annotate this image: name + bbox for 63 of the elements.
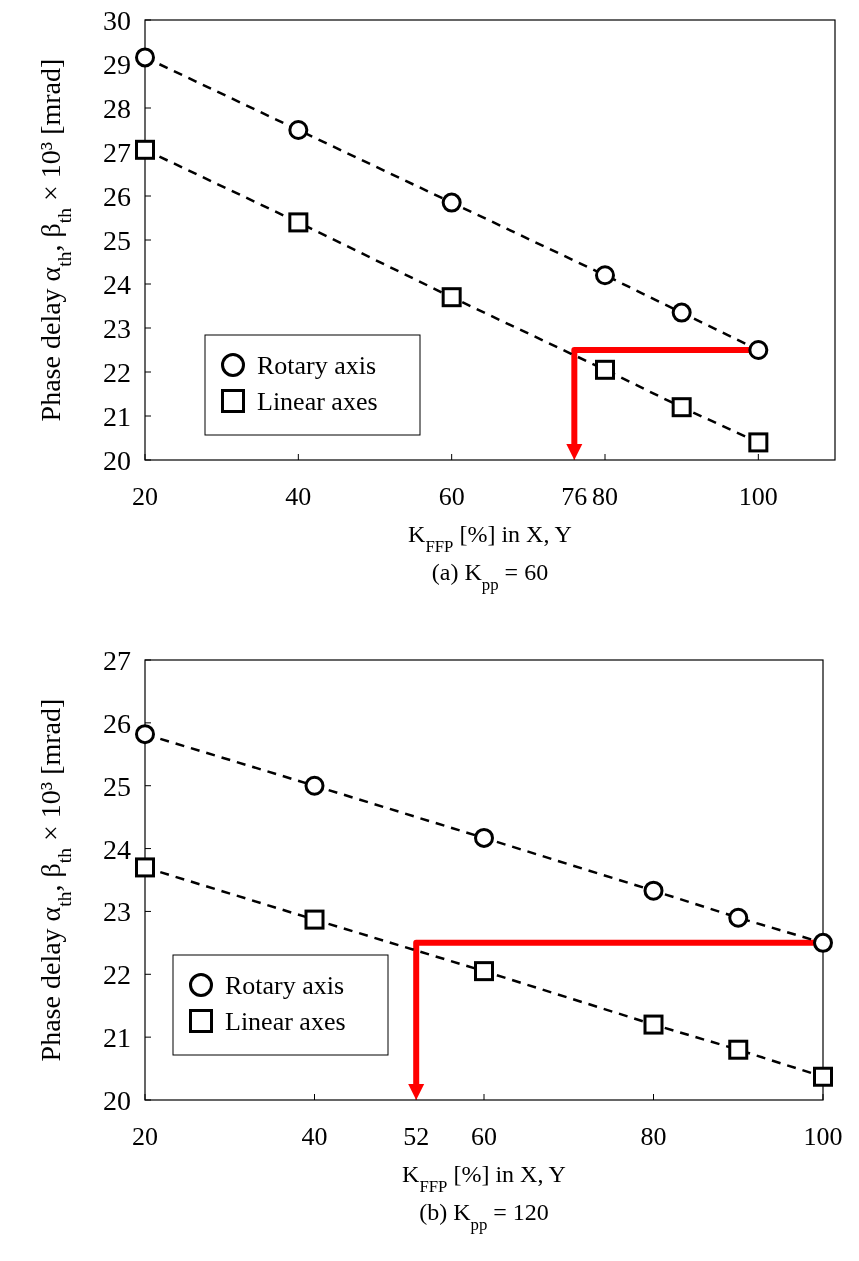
legend-label: Rotary axis bbox=[225, 971, 345, 1000]
y-tick-label: 27 bbox=[103, 137, 131, 168]
text: (a) K$_{pp}$ = 60 bbox=[431, 559, 549, 594]
point bbox=[595, 265, 615, 286]
y-tick-label: 28 bbox=[103, 93, 131, 124]
point bbox=[748, 340, 769, 360]
point bbox=[643, 1014, 664, 1035]
point bbox=[474, 961, 494, 982]
y-tick-label: 24 bbox=[103, 833, 131, 865]
point bbox=[304, 775, 325, 796]
y-tick-label: 20 bbox=[103, 1085, 131, 1116]
point bbox=[474, 827, 494, 848]
legend-label: Linear axes bbox=[257, 387, 378, 416]
y-tick-label: 21 bbox=[103, 401, 131, 432]
point bbox=[288, 120, 309, 140]
point bbox=[441, 192, 462, 213]
x-tick-label: 60 bbox=[438, 482, 465, 511]
y-tick-label: 21 bbox=[103, 1022, 131, 1054]
x-axis-title: K$_{FFP}$ [%] in X, Y bbox=[408, 521, 572, 556]
y-tick-label: 25 bbox=[103, 225, 131, 256]
point bbox=[595, 359, 615, 380]
y-tick-label: 24 bbox=[103, 269, 131, 300]
y-tick-label: 20 bbox=[103, 445, 131, 476]
point bbox=[813, 1066, 833, 1087]
legend-label: Linear axes bbox=[225, 1007, 346, 1036]
point bbox=[304, 909, 325, 930]
x-tick-label: 20 bbox=[132, 1122, 158, 1151]
point bbox=[728, 907, 749, 928]
x-tick-label: 76 bbox=[561, 482, 588, 511]
y-tick-label: 26 bbox=[103, 707, 131, 739]
point bbox=[671, 302, 692, 323]
x-tick-label: 40 bbox=[285, 482, 312, 511]
y-tick-label: 23 bbox=[103, 896, 131, 928]
y-tick-label: 22 bbox=[103, 959, 131, 991]
y-tick-label: 26 bbox=[103, 181, 131, 212]
point bbox=[748, 432, 769, 453]
legend-label: Rotary axis bbox=[257, 351, 377, 380]
x-tick-label: 100 bbox=[738, 482, 778, 511]
x-tick-label: 52 bbox=[403, 1122, 430, 1151]
x-tick-label: 100 bbox=[803, 1122, 843, 1151]
point bbox=[671, 397, 692, 418]
point bbox=[728, 1039, 749, 1060]
x-tick-label: 20 bbox=[132, 482, 158, 511]
point bbox=[813, 932, 833, 953]
point bbox=[643, 880, 664, 901]
x-tick-label: 80 bbox=[592, 482, 618, 511]
point bbox=[135, 139, 155, 160]
point bbox=[135, 724, 155, 745]
x-tick-label: 40 bbox=[301, 1122, 328, 1151]
y-tick-label: 27 bbox=[103, 645, 131, 676]
point bbox=[441, 287, 462, 308]
x-axis-title: K$_{FFP}$ [%] in X, Y bbox=[402, 1161, 566, 1196]
point bbox=[288, 212, 309, 233]
point bbox=[135, 47, 155, 68]
text: (b) K$_{pp}$ = 120 bbox=[419, 1199, 549, 1234]
y-tick-label: 23 bbox=[103, 313, 131, 344]
y-tick-label: 25 bbox=[103, 770, 131, 802]
point bbox=[135, 857, 155, 878]
y-tick-label: 29 bbox=[103, 49, 131, 80]
x-tick-label: 60 bbox=[471, 1122, 497, 1151]
x-tick-label: 80 bbox=[640, 1122, 667, 1151]
y-tick-label: 30 bbox=[103, 5, 131, 36]
y-tick-label: 22 bbox=[103, 357, 131, 388]
